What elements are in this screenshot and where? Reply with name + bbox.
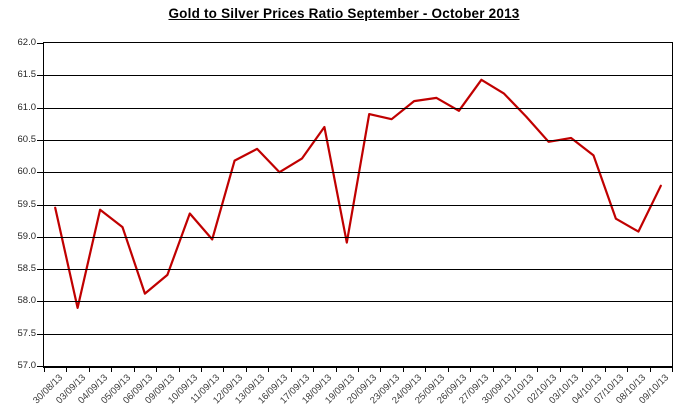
gridline bbox=[44, 301, 672, 303]
x-axis-tick bbox=[515, 368, 516, 372]
x-axis-tick bbox=[133, 368, 135, 372]
x-axis-tick bbox=[201, 368, 202, 372]
y-axis-tick bbox=[37, 366, 44, 367]
y-tick-label: 61.5 bbox=[17, 69, 37, 81]
gridline bbox=[44, 204, 672, 206]
x-axis-tick bbox=[492, 368, 494, 372]
y-tick-label: 60.5 bbox=[17, 133, 37, 145]
x-axis-tick bbox=[111, 368, 113, 372]
y-tick-label: 59.5 bbox=[17, 198, 37, 210]
gridline bbox=[44, 269, 672, 271]
x-axis-tick bbox=[537, 368, 539, 372]
y-axis-tick bbox=[37, 333, 44, 335]
gridline bbox=[44, 172, 672, 174]
x-axis-tick bbox=[447, 368, 449, 372]
x-axis-tick bbox=[470, 368, 472, 372]
x-axis-tick bbox=[178, 368, 180, 372]
x-axis-tick bbox=[672, 368, 673, 372]
y-axis-tick bbox=[37, 75, 44, 77]
x-axis-tick bbox=[604, 368, 606, 372]
y-tick-label: 61.0 bbox=[17, 101, 37, 113]
x-axis-tick bbox=[627, 368, 629, 372]
gridline bbox=[44, 236, 672, 238]
y-tick-label: 57.5 bbox=[17, 327, 37, 339]
y-axis-tick bbox=[37, 139, 44, 141]
y-tick-label: 58.5 bbox=[17, 263, 37, 275]
x-axis-tick bbox=[649, 368, 651, 372]
plot-area bbox=[43, 42, 673, 368]
gridline bbox=[44, 75, 672, 77]
x-axis-tick bbox=[88, 368, 90, 372]
y-tick-label: 60.0 bbox=[17, 166, 37, 178]
y-tick-label: 62.0 bbox=[17, 37, 37, 48]
y-axis-tick bbox=[37, 236, 44, 238]
series-line bbox=[54, 78, 662, 309]
y-tick-label: 57.0 bbox=[17, 360, 37, 371]
x-axis-tick bbox=[335, 368, 337, 372]
gridline bbox=[44, 333, 672, 335]
x-axis-tick bbox=[313, 368, 315, 372]
x-axis-tick bbox=[559, 368, 561, 372]
x-axis-tick bbox=[156, 368, 158, 372]
y-axis-tick bbox=[37, 204, 44, 206]
gridline bbox=[44, 107, 672, 109]
x-axis-tick bbox=[380, 368, 382, 372]
x-axis-tick bbox=[582, 368, 584, 372]
y-axis-tick bbox=[37, 107, 44, 109]
y-tick-label: 59.0 bbox=[17, 230, 37, 242]
y-axis-tick bbox=[37, 301, 44, 303]
gridline bbox=[44, 139, 672, 141]
y-tick-label: 58.0 bbox=[17, 295, 37, 307]
x-axis-tick bbox=[245, 368, 247, 372]
x-axis-tick bbox=[290, 368, 292, 372]
x-axis-tick bbox=[66, 368, 68, 372]
y-axis-tick bbox=[37, 172, 44, 174]
x-axis-tick bbox=[358, 368, 359, 372]
x-axis-tick bbox=[223, 368, 225, 372]
x-axis-tick bbox=[44, 368, 45, 372]
x-axis-tick bbox=[425, 368, 427, 372]
x-axis-tick bbox=[268, 368, 270, 372]
y-axis-tick bbox=[37, 43, 44, 44]
x-axis-tick bbox=[402, 368, 404, 372]
y-axis-tick bbox=[37, 269, 44, 271]
chart-title: Gold to Silver Prices Ratio September - … bbox=[168, 6, 520, 21]
